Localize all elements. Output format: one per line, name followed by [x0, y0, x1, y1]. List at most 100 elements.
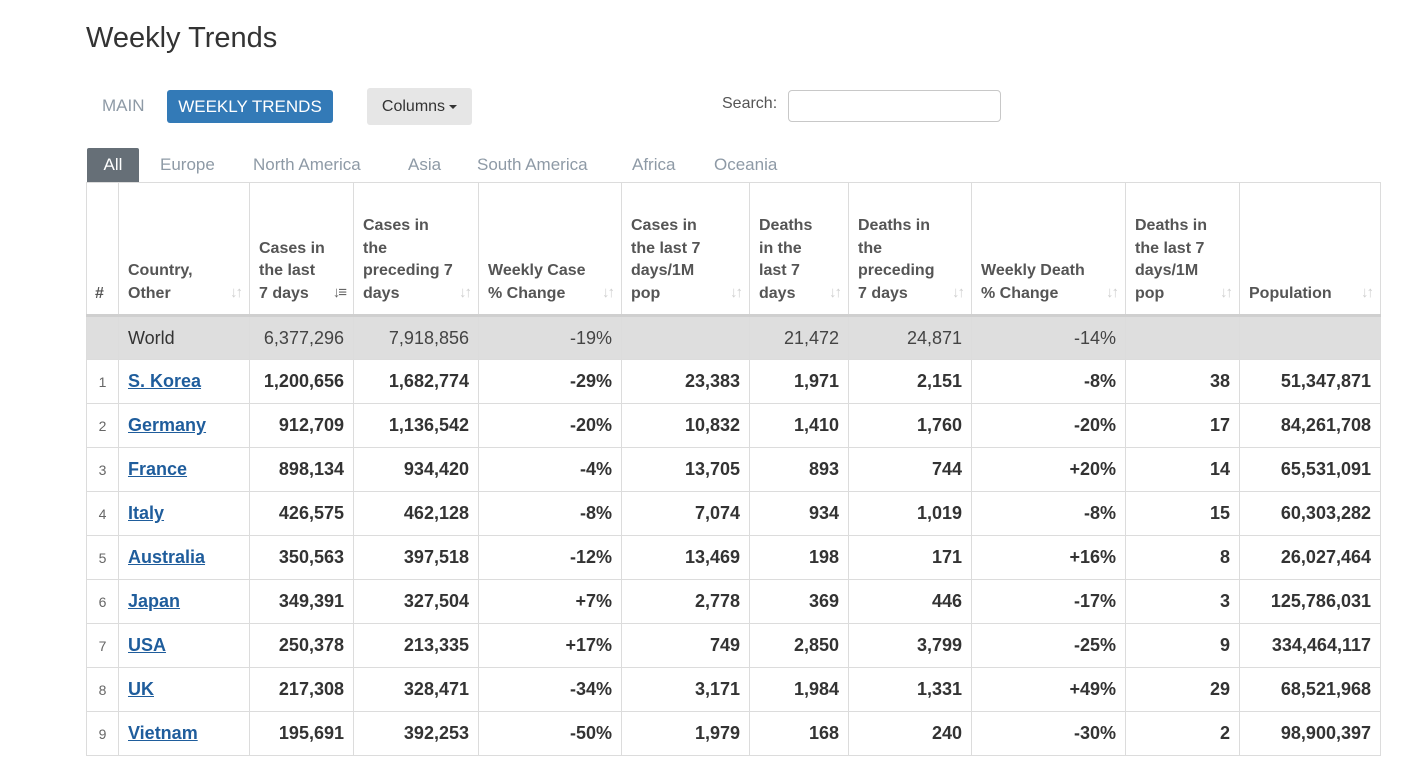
cell-population: 68,521,968: [1239, 667, 1381, 712]
header-deaths-last7[interactable]: Deaths in the last 7 days ↓↑: [749, 182, 849, 316]
cell-weekly-death-change: -17%: [971, 579, 1126, 624]
country-link[interactable]: S. Korea: [128, 371, 202, 391]
cell-cases-prev7: 1,136,542: [353, 403, 479, 448]
cell-deaths-last7: 2,850: [749, 623, 849, 668]
table-row: 2 Germany 912,709 1,136,542 -20% 10,832 1,410 1…: [86, 403, 1381, 448]
cell-weekly-case-change: +17%: [478, 623, 622, 668]
cell-cases-last7: 912,709: [249, 403, 354, 448]
table-row: 7 USA 250,378 213,335 +17% 749 2,850 3,799 -25% 9…: [86, 623, 1381, 668]
cell-cases-prev7: 462,128: [353, 491, 479, 536]
table-row: 1 S. Korea 1,200,656 1,682,774 -29% 23,383 1,9…: [86, 359, 1381, 404]
row-index: 7: [86, 623, 119, 668]
sort-arrows-icon: ↓↑: [230, 283, 243, 301]
world-population: [1239, 315, 1381, 360]
cell-cases-prev7: 397,518: [353, 535, 479, 580]
tab-asia[interactable]: Asia: [408, 155, 442, 174]
country-link[interactable]: Australia: [128, 547, 206, 567]
cell-cases-prev7: 327,504: [353, 579, 479, 624]
cell-cases-last7: 898,134: [249, 447, 354, 492]
table-row: 3 France 898,134 934,420 -4% 13,705 893 744 +20%…: [86, 447, 1381, 492]
tab-all[interactable]: All: [87, 148, 139, 182]
cell-weekly-death-change: -8%: [971, 491, 1126, 536]
header-cases-per-1m[interactable]: Cases in the last 7 days/1M pop ↓↑: [621, 182, 750, 316]
sort-arrows-icon: ↓↑: [459, 283, 472, 301]
cell-population: 65,531,091: [1239, 447, 1381, 492]
cell-deaths-prev7: 1,331: [848, 667, 972, 712]
columns-dropdown-button[interactable]: Columns: [367, 88, 472, 125]
cell-cases-per-1m: 1,979: [621, 711, 750, 756]
country-link[interactable]: France: [128, 459, 188, 479]
tab-south-america[interactable]: South America: [477, 155, 588, 174]
world-cases-prev7: 7,918,856: [353, 315, 479, 360]
cell-cases-per-1m: 13,469: [621, 535, 750, 580]
header-weekly-case-change[interactable]: Weekly Case % Change ↓↑: [478, 182, 622, 316]
world-deaths-per-1m: [1125, 315, 1240, 360]
sort-arrows-icon: ↓↑: [1106, 283, 1119, 301]
cell-weekly-case-change: -34%: [478, 667, 622, 712]
country-link[interactable]: Italy: [128, 503, 165, 523]
row-index: 8: [86, 667, 119, 712]
world-deaths-prev7: 24,871: [848, 315, 972, 360]
cell-weekly-death-change: -30%: [971, 711, 1126, 756]
header-country[interactable]: Country, Other ↓↑: [118, 182, 250, 316]
cell-deaths-last7: 1,410: [749, 403, 849, 448]
world-index: [86, 315, 119, 360]
cell-cases-last7: 1,200,656: [249, 359, 354, 404]
tab-north-america[interactable]: North America: [253, 155, 361, 174]
header-population[interactable]: Population ↓↑: [1239, 182, 1381, 316]
header-deaths-per-1m[interactable]: Deaths in the last 7 days/1M pop ↓↑: [1125, 182, 1240, 316]
cell-weekly-case-change: -12%: [478, 535, 622, 580]
sort-arrows-icon: ↓↑: [730, 283, 743, 301]
cell-deaths-last7: 198: [749, 535, 849, 580]
cell-deaths-last7: 934: [749, 491, 849, 536]
sort-arrows-icon: ↓↑: [1361, 283, 1374, 301]
row-country-cell: Germany: [118, 403, 250, 448]
country-link[interactable]: Vietnam: [128, 723, 198, 743]
sort-arrows-icon: ↓↑: [602, 283, 615, 301]
cell-population: 334,464,117: [1239, 623, 1381, 668]
country-link[interactable]: USA: [128, 635, 167, 655]
cell-deaths-prev7: 3,799: [848, 623, 972, 668]
cell-deaths-prev7: 1,760: [848, 403, 972, 448]
cell-population: 26,027,464: [1239, 535, 1381, 580]
cell-cases-last7: 349,391: [249, 579, 354, 624]
cell-weekly-death-change: +16%: [971, 535, 1126, 580]
cell-population: 84,261,708: [1239, 403, 1381, 448]
cell-deaths-last7: 893: [749, 447, 849, 492]
header-index[interactable]: #: [86, 182, 119, 316]
header-weekly-death-change[interactable]: Weekly Death % Change ↓↑: [971, 182, 1126, 316]
header-cases-prev7[interactable]: Cases in the preceding 7 days ↓↑: [353, 182, 479, 316]
world-weekly-case-change: -19%: [478, 315, 622, 360]
cell-deaths-per-1m: 2: [1125, 711, 1240, 756]
country-link[interactable]: Japan: [128, 591, 181, 611]
country-rows: 1 S. Korea 1,200,656 1,682,774 -29% 23,383 1,9…: [86, 359, 1381, 756]
weekly-trends-button[interactable]: WEEKLY TRENDS: [167, 90, 333, 123]
country-link[interactable]: Germany: [128, 415, 207, 435]
country-link[interactable]: UK: [128, 679, 154, 699]
cell-deaths-per-1m: 29: [1125, 667, 1240, 712]
world-weekly-death-change: -14%: [971, 315, 1126, 360]
sort-arrows-icon: ↓↑: [952, 283, 965, 301]
row-country-cell: USA: [118, 623, 250, 668]
row-country-cell: France: [118, 447, 250, 492]
row-index: 2: [86, 403, 119, 448]
table-row: 4 Italy 426,575 462,128 -8% 7,074 934 1,019 -8% 1…: [86, 491, 1381, 536]
cell-cases-per-1m: 10,832: [621, 403, 750, 448]
world-deaths-last7: 21,472: [749, 315, 849, 360]
table-row: 5 Australia 350,563 397,518 -12% 13,469 198 171…: [86, 535, 1381, 580]
search-input[interactable]: [788, 90, 1001, 122]
header-cases-last7[interactable]: Cases in the last 7 days ↓≡: [249, 182, 354, 316]
tab-africa[interactable]: Africa: [632, 155, 676, 174]
cell-cases-per-1m: 7,074: [621, 491, 750, 536]
tab-oceania[interactable]: Oceania: [714, 155, 778, 174]
weekly-trends-table: # Country, Other ↓↑ Cases in the last 7 d…: [86, 182, 1381, 756]
cell-deaths-prev7: 744: [848, 447, 972, 492]
header-deaths-prev7[interactable]: Deaths in the preceding 7 days ↓↑: [848, 182, 972, 316]
cell-weekly-death-change: -8%: [971, 359, 1126, 404]
cell-weekly-case-change: -8%: [478, 491, 622, 536]
cell-population: 60,303,282: [1239, 491, 1381, 536]
tab-europe[interactable]: Europe: [160, 155, 215, 174]
main-link[interactable]: MAIN: [102, 96, 145, 115]
cell-cases-per-1m: 3,171: [621, 667, 750, 712]
row-country-cell: S. Korea: [118, 359, 250, 404]
